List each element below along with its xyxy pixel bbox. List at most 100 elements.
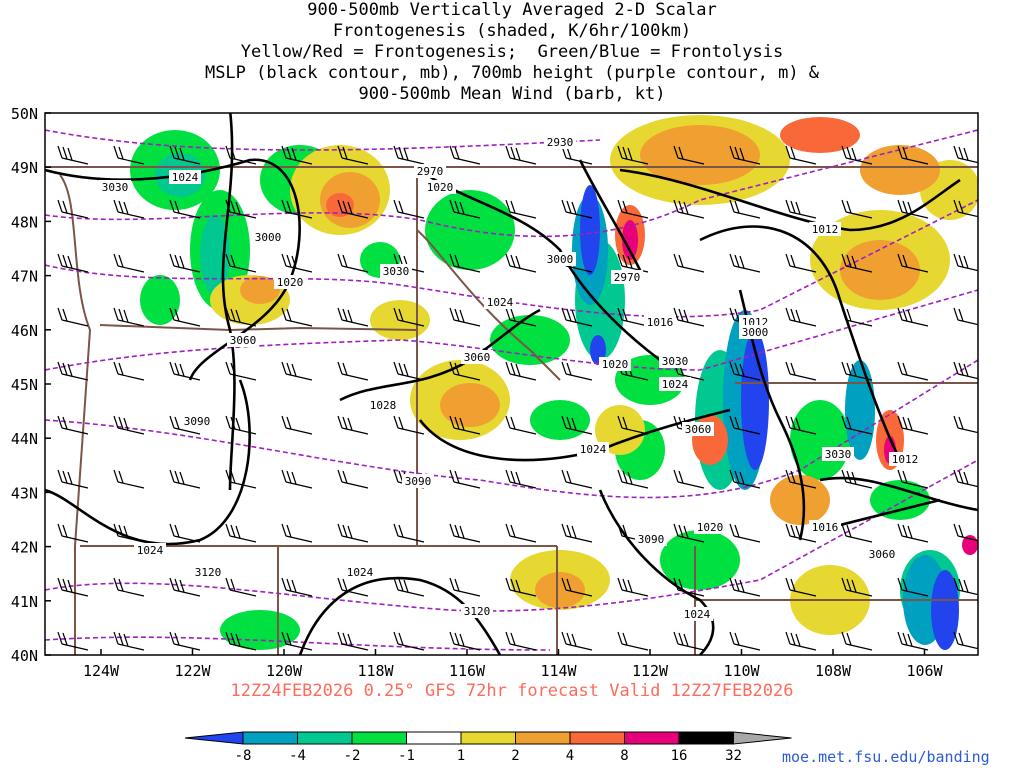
lat-label: 46N — [11, 322, 38, 340]
lon-label: 110W — [723, 662, 760, 680]
wind-barb — [281, 199, 313, 219]
wind-barb — [281, 577, 313, 597]
wind-barb — [953, 577, 978, 596]
mslp-label: 1024 — [487, 296, 514, 309]
wind-barb — [897, 469, 929, 489]
wind-barb — [281, 307, 313, 327]
wind-barb — [449, 145, 481, 165]
wind-barb — [841, 145, 873, 165]
wind-barb — [113, 307, 145, 327]
wind-barb — [393, 199, 425, 219]
wind-barb — [841, 415, 873, 435]
lon-label: 112W — [632, 662, 669, 680]
wind-barb — [785, 631, 817, 651]
wind-barb — [953, 253, 978, 272]
mslp-label-bg — [169, 170, 201, 184]
height-label: 3060 — [869, 548, 896, 561]
colorbar-label: 8 — [620, 748, 628, 764]
mslp-label-bg — [809, 222, 841, 236]
wind-barb — [449, 307, 481, 327]
wind-barb — [225, 307, 257, 327]
wind-barb — [841, 523, 873, 543]
wind-barb — [617, 307, 649, 327]
wind-barb — [449, 361, 481, 381]
height-label-bg — [402, 474, 434, 488]
wind-barb — [953, 307, 978, 326]
mslp-label-bg — [889, 452, 921, 466]
wind-barb — [673, 145, 705, 165]
height-label: 3060 — [464, 351, 491, 364]
wind-barb — [169, 361, 201, 381]
wind-barb — [393, 631, 425, 651]
colorbar-label: 16 — [671, 748, 688, 764]
wind-barb — [393, 145, 425, 165]
wind-barb — [281, 253, 313, 273]
height-label: 3120 — [464, 605, 491, 618]
colorbar-segment — [242, 731, 298, 745]
wind-barb — [169, 145, 201, 165]
wind-barb — [57, 253, 89, 273]
mslp-label-bg — [274, 275, 306, 289]
mslp-label: 1024 — [662, 378, 689, 391]
wind-barb — [785, 361, 817, 381]
source-credit: moe.met.fsu.edu/banding — [782, 748, 990, 766]
wind-barb — [393, 577, 425, 597]
height-label: 2970 — [417, 165, 444, 178]
wind-barb — [729, 199, 761, 219]
mslp-label: 1020 — [602, 358, 629, 371]
wind-barb — [561, 199, 593, 219]
frontogenesis-shading — [130, 115, 978, 650]
wind-barb — [113, 523, 145, 543]
wind-barb — [225, 361, 257, 381]
wind-barb — [337, 307, 369, 327]
wind-barb — [169, 307, 201, 327]
wind-barb — [169, 415, 201, 435]
wind-barb — [169, 523, 201, 543]
wind-barb — [897, 307, 929, 327]
mslp-label: 1024 — [580, 443, 607, 456]
wind-barb — [785, 307, 817, 327]
wind-barb — [841, 469, 873, 489]
wind-barb — [953, 361, 978, 380]
wind-barb — [729, 145, 761, 165]
mslp-label-bg — [424, 180, 456, 194]
wind-barb — [449, 199, 481, 219]
wind-barb — [505, 631, 537, 651]
wind-barb — [617, 469, 649, 489]
wind-barb — [729, 415, 761, 435]
height-label: 3120 — [195, 566, 222, 579]
mslp-label: 1016 — [647, 316, 674, 329]
colorbar-segment — [515, 731, 571, 745]
wind-barb — [57, 307, 89, 327]
title-line-3: Yellow/Red = Frontogenesis; Green/Blue =… — [240, 42, 784, 62]
wind-barb — [841, 361, 873, 381]
wind-barb — [841, 577, 873, 597]
lat-label: 42N — [11, 539, 38, 557]
wind-barb — [337, 415, 369, 435]
mslp-label: 1012 — [892, 453, 919, 466]
title-line-1: 900-500mb Vertically Averaged 2-D Scalar — [307, 0, 717, 20]
wind-barb — [449, 415, 481, 435]
height-label: 3090 — [184, 415, 211, 428]
wind-barb — [673, 307, 705, 327]
wind-barb — [505, 199, 537, 219]
lat-label: 48N — [11, 213, 38, 231]
wind-barb — [785, 577, 817, 597]
wind-barb — [841, 307, 873, 327]
wind-barb — [169, 199, 201, 219]
wind-barb — [393, 307, 425, 327]
lon-label: 114W — [540, 662, 577, 680]
colorbar-label: 4 — [566, 748, 574, 764]
wind-barb — [281, 361, 313, 381]
wind-barb — [449, 253, 481, 273]
mslp-label: 1024 — [137, 544, 164, 557]
title-line-2: Frontogenesis (shaded, K/6hr/100km) — [332, 21, 692, 41]
height-label-bg — [739, 325, 771, 339]
wind-barb — [673, 577, 705, 597]
wind-barb — [729, 631, 761, 651]
mslp-label-bg — [681, 607, 713, 621]
height-label-bg — [414, 164, 446, 178]
wind-barb — [729, 469, 761, 489]
wind-barb — [337, 199, 369, 219]
